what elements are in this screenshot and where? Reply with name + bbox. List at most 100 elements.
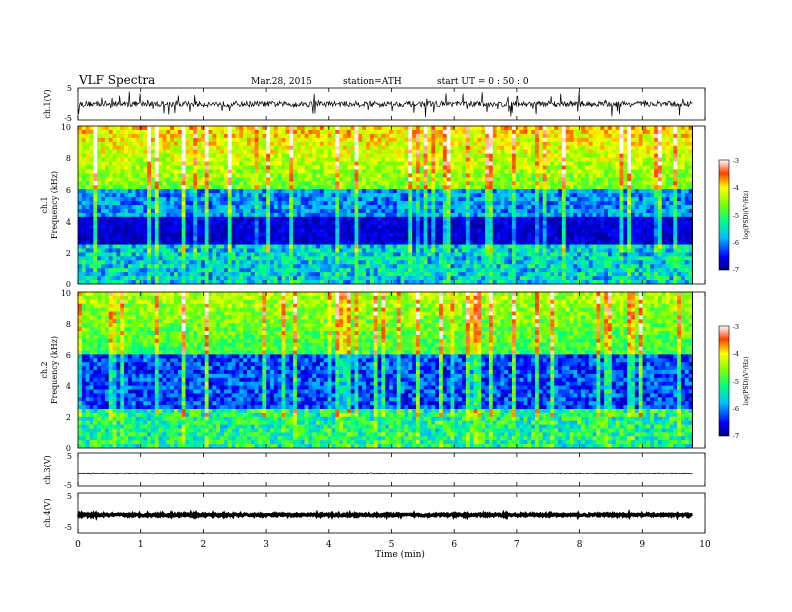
ch1-spectrogram-cell [373, 220, 378, 226]
ch1-spectrogram-cell [181, 153, 186, 158]
ch1-spectrogram-cell [473, 208, 478, 214]
ch1-spectrogram-cell [581, 165, 586, 170]
ch1-spectrogram-cell [85, 149, 90, 155]
ch1-spectrogram-cell [415, 197, 421, 202]
ch1-spectrogram-cell [392, 228, 398, 234]
ch1-spectrogram-cell [442, 205, 448, 210]
ch1-spectrogram-cell [623, 220, 628, 226]
ch1-spectrogram-cell [89, 240, 94, 245]
ch1-spectrogram-cell [78, 157, 83, 162]
ch1-spectrogram-cell [135, 244, 140, 249]
ch1-spectrogram-cell [508, 197, 513, 202]
ch1-spectrogram-cell [604, 157, 609, 162]
ch1-spectrogram-cell [423, 244, 428, 249]
ch1-spectrogram-cell [561, 149, 567, 155]
ch1-spectrogram-cell [331, 197, 336, 202]
ch1-spectrogram-cell [389, 129, 394, 135]
ch1-spectrogram-cell [308, 244, 313, 249]
ch1-spectrogram-cell [254, 169, 259, 174]
ch1-spectrogram-cell [319, 126, 325, 131]
ch1-spectrogram-cell [373, 129, 378, 135]
ch1-spectrogram-cell [462, 145, 467, 151]
ch1-spectrogram-cell [661, 165, 666, 170]
ch1-spectrogram-cell [481, 205, 486, 210]
ch1-spectrogram-cell [396, 201, 401, 206]
ch1-spectrogram-cell [573, 201, 578, 206]
ch1-spectrogram-cell [423, 145, 428, 151]
ch1-spectrogram-cell [166, 169, 171, 174]
ch1-spectrogram-cell [427, 205, 432, 210]
ch1-spectrogram-cell [488, 201, 494, 206]
ch1-spectrogram-cell [604, 153, 609, 158]
ch1-spectrogram-cell [235, 165, 240, 170]
ch1-spectrogram-cell [535, 216, 540, 222]
ch1-spectrogram-cell [289, 224, 294, 230]
ch1-spectrogram-cell [400, 205, 405, 210]
ch1-spectrogram-cell [473, 137, 478, 143]
ch1-spectrogram-cell [369, 224, 375, 230]
ch1-spectrogram-cell [657, 189, 663, 194]
ch1-spectrogram-cell [174, 129, 179, 135]
ch1-spectrogram-cell [427, 173, 432, 178]
ch1-spectrogram-cell [131, 201, 137, 206]
ch1-spectrogram-cell [515, 208, 521, 214]
ch1-spectrogram-cell [442, 169, 448, 174]
ch1-spectrogram-cell [181, 197, 186, 202]
ch1-spectrogram-cell [373, 165, 378, 170]
ch1-spectrogram-cell [481, 137, 486, 143]
ch1-spectrogram-cell [531, 232, 536, 237]
ch1-spectrogram-cell [270, 129, 275, 135]
ch1-spectrogram-cell [442, 126, 448, 131]
ch1-spectrogram-cell [538, 185, 544, 190]
ch1-spectrogram-cell [654, 137, 659, 143]
ch1-spectrogram-cell [358, 177, 363, 182]
ch1-spectrogram-cell [581, 141, 586, 147]
ch1-spectrogram-cell [131, 161, 137, 166]
ch1-spectrogram-cell [223, 197, 229, 202]
ch1-spectrogram-cell [108, 181, 113, 186]
ch1-spectrogram-cell [657, 205, 663, 210]
ch1-spectrogram-cell [258, 197, 263, 202]
ch1-spectrogram-cell [554, 137, 559, 143]
ch1-spectrogram-cell [139, 220, 144, 226]
ch1-spectrogram-cell [250, 126, 256, 131]
ch1-spectrogram-cell [496, 197, 501, 202]
ch1-spectrogram-cell [181, 228, 186, 234]
ch1-spectrogram-cell [550, 236, 555, 241]
ch1-spectrogram-cell [385, 181, 390, 186]
ch1-spectrogram-cell [588, 236, 594, 241]
ch1-spectrogram-cell [362, 126, 367, 131]
ch1-spectrogram-cell [185, 153, 190, 158]
ch1-spectrogram-cell [166, 205, 171, 210]
ch1-spectrogram-cell [642, 212, 647, 218]
ch1-spectrogram-cell [346, 177, 352, 182]
ch1-spectrogram-cell [600, 240, 605, 245]
ch1-spectrogram-cell [212, 161, 217, 166]
ch1-spectrogram-cell [139, 165, 144, 170]
ch1-spectrogram-cell [592, 236, 597, 241]
ch1-spectrogram-cell [97, 236, 102, 241]
ch1-spectrogram-cell [634, 240, 640, 245]
ch1-spectrogram-cell [450, 236, 455, 241]
ch1-spectrogram-cell [212, 169, 217, 174]
ch1-spectrogram-cell [665, 177, 670, 182]
ch1-spectrogram-cell [89, 189, 94, 194]
ch1-spectrogram-cell [116, 189, 121, 194]
ch1-spectrogram-cell [339, 157, 344, 162]
ch1-spectrogram-cell [684, 133, 690, 139]
ch1-spectrogram-cell [258, 205, 263, 210]
ch1-spectrogram-cell [477, 169, 482, 174]
ch1-spectrogram-cell [89, 137, 94, 143]
ch1-spectrogram-cell [200, 201, 206, 206]
ch1-spectrogram-cell [116, 224, 121, 230]
ch1-spectrogram-cell [189, 236, 194, 241]
ch1-spectrogram-cell [127, 161, 133, 166]
ch1-spectrogram-cell [293, 161, 298, 166]
ch1-spectrogram-cell [508, 141, 513, 147]
ch1-spectrogram-cell [569, 141, 574, 147]
ch1-spectrogram-cell [469, 228, 474, 234]
ch1-spectrogram-cell [634, 137, 640, 143]
ch1-spectrogram-cell [316, 165, 321, 170]
ch1-spectrogram-cell [404, 126, 409, 131]
ch1-spectrogram-cell [293, 197, 298, 202]
